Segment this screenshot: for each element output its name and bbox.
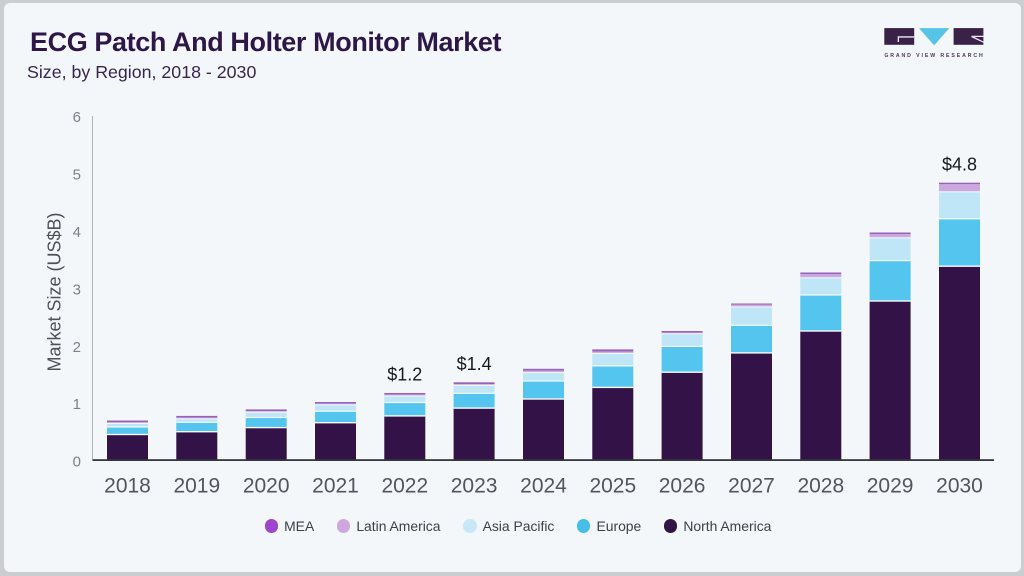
svg-text:2029: 2029 xyxy=(867,475,914,498)
svg-text:4: 4 xyxy=(73,224,81,241)
svg-text:$1.4: $1.4 xyxy=(457,354,492,374)
svg-text:6: 6 xyxy=(73,109,81,126)
svg-text:2021: 2021 xyxy=(312,475,359,498)
svg-text:5: 5 xyxy=(73,167,81,184)
svg-text:2026: 2026 xyxy=(659,475,706,498)
svg-text:2023: 2023 xyxy=(451,475,498,498)
svg-text:2027: 2027 xyxy=(728,475,775,498)
svg-text:2030: 2030 xyxy=(936,475,983,498)
svg-text:GRAND VIEW RESEARCH: GRAND VIEW RESEARCH xyxy=(884,53,984,59)
svg-text:2018: 2018 xyxy=(104,475,151,498)
svg-text:2: 2 xyxy=(73,339,81,356)
svg-text:2020: 2020 xyxy=(243,475,290,498)
svg-text:2028: 2028 xyxy=(797,475,844,498)
svg-text:$1.2: $1.2 xyxy=(387,365,422,385)
svg-text:Market Size (US$B): Market Size (US$B) xyxy=(45,212,65,371)
svg-text:0: 0 xyxy=(73,454,81,471)
svg-text:2019: 2019 xyxy=(173,475,220,498)
svg-text:2024: 2024 xyxy=(520,475,567,498)
svg-text:2022: 2022 xyxy=(381,475,428,498)
svg-text:$4.8: $4.8 xyxy=(942,155,977,175)
svg-text:2025: 2025 xyxy=(589,475,636,498)
svg-text:1: 1 xyxy=(73,396,81,413)
svg-text:3: 3 xyxy=(73,281,81,298)
